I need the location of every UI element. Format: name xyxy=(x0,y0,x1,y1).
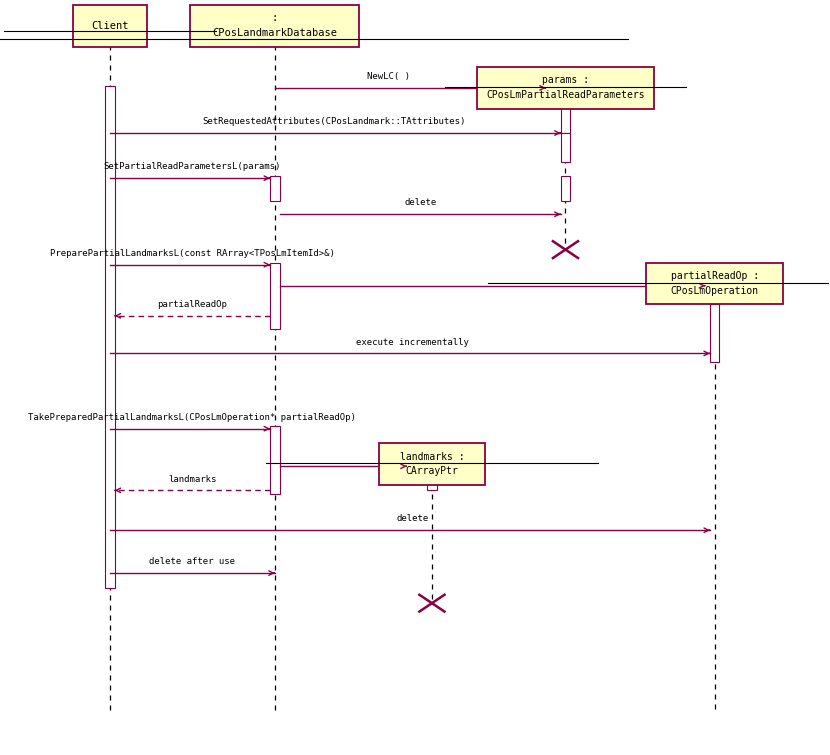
Bar xyxy=(379,443,485,485)
Text: landmarks :: landmarks : xyxy=(399,451,464,461)
Text: CPosLandmarkDatabase: CPosLandmarkDatabase xyxy=(212,28,337,39)
Bar xyxy=(427,464,437,490)
Text: CArrayPtr: CArrayPtr xyxy=(406,467,458,476)
Text: SetRequestedAttributes(CPosLandmark::TAttributes): SetRequestedAttributes(CPosLandmark::TAt… xyxy=(202,117,466,126)
Bar xyxy=(561,108,570,133)
Text: CPosLmOperation: CPosLmOperation xyxy=(671,286,759,296)
Text: delete after use: delete after use xyxy=(149,557,236,566)
Text: TakePreparedPartialLandmarksL(CPosLmOperation* partialReadOp): TakePreparedPartialLandmarksL(CPosLmOper… xyxy=(28,413,356,422)
Bar xyxy=(72,5,147,47)
Bar xyxy=(646,263,784,304)
Text: CPosLmPartialReadParameters: CPosLmPartialReadParameters xyxy=(486,91,645,100)
Text: Client: Client xyxy=(91,21,129,31)
Bar xyxy=(561,176,570,201)
Text: partialReadOp :: partialReadOp : xyxy=(671,271,759,281)
Text: SetPartialReadParametersL(params): SetPartialReadParametersL(params) xyxy=(104,162,281,171)
Bar xyxy=(270,176,280,201)
Bar xyxy=(270,427,280,494)
Text: delete: delete xyxy=(396,514,428,523)
Bar xyxy=(561,133,570,162)
Bar xyxy=(270,263,280,328)
Text: NewLC( ): NewLC( ) xyxy=(367,72,410,81)
Bar xyxy=(105,85,115,588)
Text: execute incrementally: execute incrementally xyxy=(356,337,469,347)
Bar xyxy=(190,5,359,47)
Text: delete: delete xyxy=(404,199,437,208)
Bar xyxy=(710,304,720,362)
Text: partialReadOp: partialReadOp xyxy=(158,300,227,309)
Text: :: : xyxy=(271,14,278,23)
Bar xyxy=(477,67,654,109)
Text: landmarks: landmarks xyxy=(168,475,217,483)
Text: PreparePartialLandmarksL(const RArray<TPosLmItemId>&): PreparePartialLandmarksL(const RArray<TP… xyxy=(50,249,334,258)
Text: params :: params : xyxy=(542,76,589,85)
